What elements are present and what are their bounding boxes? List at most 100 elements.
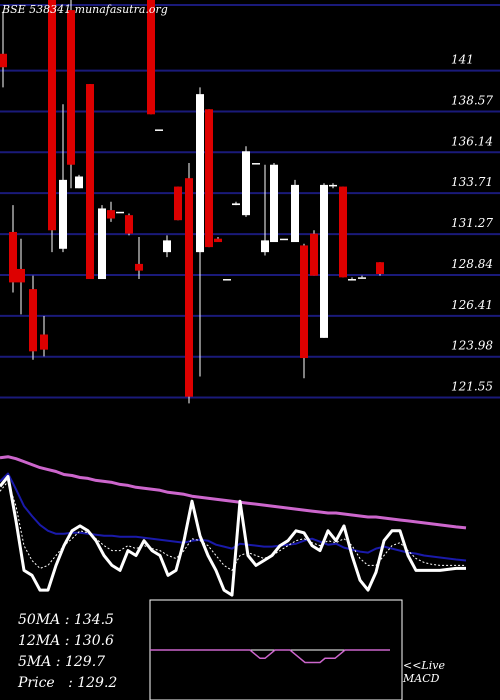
- candle-body: [376, 262, 384, 274]
- candle-body: [75, 176, 83, 189]
- candle-body: [29, 289, 37, 352]
- candle: [48, 0, 56, 253]
- candle-body: [107, 210, 115, 219]
- stat-12ma: 12MA : 130.6: [18, 633, 114, 649]
- y-tick-label: 133.71: [451, 175, 493, 189]
- y-tick-label: 138.57: [451, 93, 493, 107]
- candle-body: [252, 163, 260, 165]
- candle-body: [280, 238, 288, 241]
- candle-body: [300, 245, 308, 359]
- candle: [205, 109, 213, 248]
- candle-body: [261, 240, 269, 253]
- candle: [163, 235, 171, 258]
- candle: [107, 201, 115, 222]
- candle-body: [242, 151, 250, 216]
- candle: [300, 243, 308, 379]
- candle: [98, 205, 106, 280]
- candle: [40, 316, 48, 357]
- candle-body: [86, 84, 94, 280]
- y-tick-label: 121.55: [451, 380, 493, 394]
- candle: [291, 179, 299, 243]
- candle-body: [40, 334, 48, 350]
- candle: [252, 163, 260, 165]
- macd-line: [150, 649, 390, 664]
- watermark: BSE 538341 munafasutra.org: [2, 3, 168, 16]
- candle-body: [174, 186, 182, 221]
- candle: [310, 230, 318, 276]
- macd-title: MACD: [403, 672, 440, 685]
- candle: [280, 238, 288, 241]
- candle-body: [135, 263, 143, 271]
- candle: [9, 205, 17, 293]
- macd-label: <<Live MACD: [403, 659, 445, 685]
- candle-body: [310, 233, 318, 276]
- candle: [185, 163, 193, 404]
- y-tick-label: 136.14: [451, 134, 493, 148]
- stat-50ma: 50MA : 134.5: [18, 612, 114, 628]
- candle: [232, 201, 240, 206]
- candle-body: [329, 184, 337, 187]
- candle: [17, 238, 25, 315]
- candle: [358, 275, 366, 279]
- candle-body: [48, 0, 56, 231]
- candle-body: [232, 203, 240, 206]
- candle-body: [205, 109, 213, 248]
- candle: [155, 129, 163, 131]
- candle-body: [339, 186, 347, 278]
- candle: [214, 237, 222, 243]
- candle: [329, 183, 337, 189]
- candlesticks: [0, 0, 384, 404]
- series-50ma: [0, 455, 467, 530]
- y-tick-label: 126.41: [451, 298, 493, 312]
- candle: [86, 84, 94, 280]
- candle-body: [0, 53, 7, 68]
- candle-body: [270, 164, 278, 243]
- candle: [320, 183, 328, 338]
- series-5ma: [0, 475, 466, 597]
- y-tick-label: 128.84: [451, 257, 493, 271]
- series-price: [0, 480, 466, 571]
- candle: [135, 237, 143, 280]
- candle-body: [67, 10, 75, 165]
- candle-body: [116, 211, 124, 214]
- indicator-stats: 50MA : 134.5 12MA : 130.6 5MA : 129.7 Price…: [18, 610, 117, 694]
- candle-body: [196, 94, 204, 253]
- candle-body: [358, 277, 366, 279]
- candle: [376, 262, 384, 276]
- candle-body: [98, 208, 106, 280]
- macd-live-link[interactable]: <<Live: [403, 659, 445, 672]
- candle-body: [59, 179, 67, 249]
- candle: [116, 211, 124, 214]
- candle: [339, 186, 347, 278]
- candle: [174, 186, 182, 221]
- candle-body: [17, 268, 25, 283]
- stat-5ma: 5MA : 129.7: [18, 654, 106, 670]
- candle: [67, 0, 75, 189]
- candle: [59, 104, 67, 253]
- candle: [75, 174, 83, 189]
- candle-body: [9, 231, 17, 283]
- y-tick-label: 141: [451, 53, 474, 67]
- candle-body: [348, 279, 356, 281]
- candle-body: [320, 184, 328, 338]
- series-12ma: [0, 472, 467, 562]
- candle-body: [223, 279, 231, 281]
- macd-panel: [149, 599, 403, 700]
- candle: [223, 279, 231, 281]
- stat-price: Price : 129.2: [18, 675, 118, 691]
- candle-body: [155, 129, 163, 131]
- candle-body: [291, 184, 299, 243]
- candle-body: [185, 178, 193, 397]
- moving-average-panel: [0, 455, 467, 597]
- candle: [261, 164, 269, 256]
- y-tick-label: 131.27: [451, 216, 493, 230]
- candle-body: [214, 238, 222, 243]
- candle: [125, 213, 133, 236]
- candle: [242, 146, 250, 217]
- candle: [0, 11, 7, 88]
- y-tick-label: 123.98: [451, 339, 493, 353]
- candle-body: [147, 0, 155, 115]
- candle: [348, 277, 356, 281]
- candle-body: [125, 215, 133, 234]
